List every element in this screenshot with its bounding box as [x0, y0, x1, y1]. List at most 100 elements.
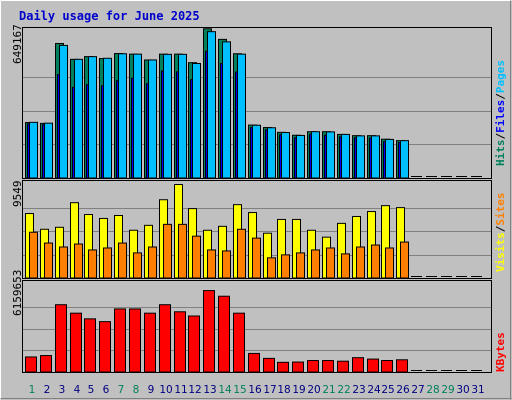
bar-sites-day-15 — [237, 228, 246, 279]
bar-pages-day-23 — [356, 135, 365, 179]
bar-kbytes-day-13 — [203, 290, 215, 373]
bar-pages-day-16 — [252, 124, 261, 179]
bar-pages-day-5 — [88, 56, 97, 179]
day-label-29: 29 — [441, 384, 454, 396]
day-label-1: 1 — [29, 384, 36, 396]
bar-pages-day-2 — [44, 122, 53, 179]
day-label-21: 21 — [322, 384, 335, 396]
day-label-23: 23 — [352, 384, 365, 396]
bar-kbytes-day-2 — [40, 355, 52, 373]
day-label-3: 3 — [59, 384, 66, 396]
day-label-5: 5 — [88, 384, 95, 396]
bar-pages-day-25 — [385, 138, 394, 179]
series-label-sites: Sites — [494, 193, 507, 226]
bar-sites-day-22 — [341, 253, 350, 279]
bar-kbytes-day-16 — [248, 352, 260, 373]
bar-kbytes-day-9 — [144, 312, 156, 373]
panel-bottom-max-label: 6159653 — [11, 270, 24, 316]
bar-sites-day-17 — [267, 257, 276, 279]
bar-kbytes-day-3 — [55, 304, 67, 373]
chart-title: Daily usage for June 2025 — [19, 9, 200, 23]
panel-top-max-label: 649167 — [11, 24, 24, 64]
day-label-19: 19 — [292, 384, 305, 396]
day-label-12: 12 — [188, 384, 201, 396]
panel-bars — [25, 290, 482, 373]
bar-kbytes-day-20 — [307, 359, 319, 373]
bar-kbytes-day-21 — [322, 359, 334, 373]
bar-sites-day-7 — [118, 242, 127, 279]
day-label-20: 20 — [307, 384, 320, 396]
series-label-bottom: KBytes — [494, 332, 507, 372]
bar-kbytes-day-22 — [337, 360, 349, 373]
bar-sites-day-26 — [400, 241, 409, 279]
bar-kbytes-day-4 — [70, 312, 82, 373]
bar-pages-day-14 — [222, 41, 231, 179]
day-label-30: 30 — [456, 384, 469, 396]
bar-kbytes-day-15 — [233, 312, 245, 373]
bar-sites-day-23 — [356, 246, 365, 279]
bar-sites-day-16 — [252, 237, 261, 279]
day-label-11: 11 — [174, 384, 187, 396]
bar-pages-day-18 — [281, 132, 290, 179]
panel-kbytes — [22, 280, 492, 373]
bar-kbytes-day-17 — [263, 357, 275, 373]
series-label-middle: Visits/Sites — [494, 193, 507, 273]
panel-visits-sites — [22, 180, 492, 279]
bar-pages-day-6 — [103, 57, 112, 179]
day-label-6: 6 — [103, 384, 110, 396]
bar-sites-day-11 — [178, 223, 187, 279]
bar-pages-day-9 — [148, 59, 157, 179]
bar-kbytes-day-14 — [218, 295, 230, 373]
day-label-2: 2 — [44, 384, 51, 396]
bar-sites-day-13 — [207, 249, 216, 279]
series-label-separator: / — [494, 225, 507, 232]
bar-sites-day-18 — [281, 254, 290, 279]
bar-pages-day-3 — [59, 44, 68, 179]
panel-bars — [25, 184, 482, 279]
bar-kbytes-day-23 — [352, 357, 364, 373]
series-label-visits: Visits — [494, 232, 507, 272]
day-label-24: 24 — [367, 384, 381, 396]
bar-kbytes-day-18 — [277, 361, 289, 373]
bar-kbytes-day-26 — [396, 359, 408, 373]
bar-sites-day-1 — [29, 231, 38, 279]
day-label-10: 10 — [159, 384, 172, 396]
series-label-separator: / — [494, 133, 507, 140]
bar-pages-day-12 — [192, 62, 201, 179]
bar-pages-day-24 — [371, 135, 380, 179]
bar-pages-day-1 — [29, 121, 38, 179]
bar-pages-day-4 — [74, 58, 83, 179]
bar-sites-day-5 — [88, 249, 97, 279]
bar-pages-day-19 — [296, 134, 305, 179]
bar-sites-day-4 — [74, 243, 83, 279]
bar-kbytes-day-19 — [292, 361, 304, 373]
bar-pages-day-15 — [237, 53, 246, 179]
series-label-kbytes: KBytes — [494, 332, 507, 372]
day-label-9: 9 — [148, 384, 155, 396]
bar-kbytes-day-5 — [84, 318, 96, 373]
bar-pages-day-17 — [267, 127, 276, 179]
series-label-hits: Hits — [494, 140, 507, 167]
bar-kbytes-day-7 — [114, 308, 126, 373]
day-label-18: 18 — [277, 384, 290, 396]
bar-sites-day-20 — [311, 249, 320, 279]
chart-panels — [22, 27, 492, 373]
day-label-25: 25 — [381, 384, 394, 396]
day-label-28: 28 — [426, 384, 439, 396]
bar-kbytes-day-8 — [129, 308, 141, 373]
bar-kbytes-day-25 — [381, 359, 393, 373]
bar-sites-day-6 — [103, 247, 112, 279]
bar-sites-day-24 — [371, 244, 380, 279]
bar-pages-day-7 — [118, 53, 127, 179]
bar-sites-day-25 — [385, 247, 394, 279]
series-label-files: Files — [494, 100, 507, 133]
bar-pages-day-11 — [178, 53, 187, 179]
series-label-top: Hits/Files/Pages — [494, 60, 507, 166]
bar-kbytes-day-1 — [25, 356, 37, 373]
day-label-14: 14 — [218, 384, 232, 396]
day-label-17: 17 — [263, 384, 276, 396]
day-label-26: 26 — [396, 384, 410, 396]
bar-kbytes-day-12 — [188, 315, 200, 373]
bar-sites-day-2 — [44, 242, 53, 279]
bar-pages-day-13 — [207, 31, 216, 179]
